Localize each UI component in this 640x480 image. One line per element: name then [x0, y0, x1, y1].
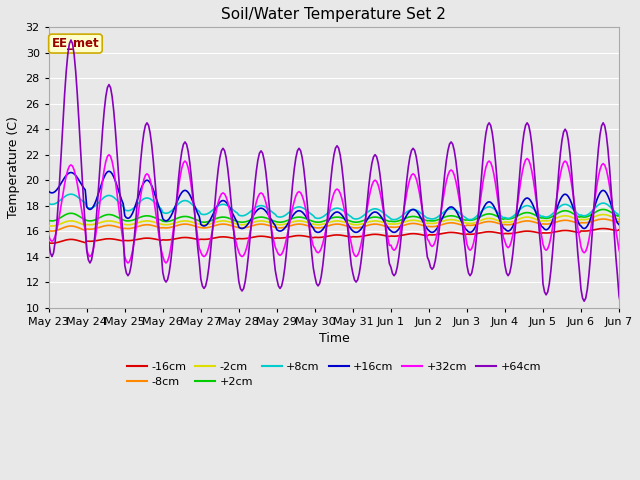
+32cm — [105, 152, 113, 157]
+8cm — [571, 208, 579, 214]
Line: -8cm: -8cm — [49, 218, 640, 231]
-8cm — [48, 228, 56, 234]
-8cm — [67, 223, 75, 229]
+2cm — [65, 211, 73, 216]
Line: -16cm: -16cm — [49, 228, 640, 243]
+8cm — [86, 205, 94, 211]
Y-axis label: Temperature (C): Temperature (C) — [7, 117, 20, 218]
+64cm — [618, 305, 626, 311]
+32cm — [45, 233, 52, 239]
+32cm — [84, 252, 92, 258]
+2cm — [45, 217, 52, 223]
-16cm — [45, 240, 52, 246]
+16cm — [314, 229, 322, 235]
-8cm — [637, 215, 640, 221]
+2cm — [358, 218, 366, 224]
+2cm — [569, 211, 577, 216]
+64cm — [358, 247, 366, 253]
X-axis label: Time: Time — [319, 332, 349, 345]
-2cm — [599, 212, 607, 217]
+2cm — [200, 219, 208, 225]
Text: EE_met: EE_met — [52, 37, 99, 50]
+8cm — [65, 192, 73, 197]
-8cm — [479, 220, 486, 226]
-8cm — [358, 224, 366, 230]
+16cm — [105, 168, 113, 174]
+64cm — [86, 260, 94, 266]
-8cm — [86, 226, 94, 232]
+16cm — [45, 189, 52, 194]
-2cm — [67, 218, 75, 224]
+64cm — [67, 37, 75, 43]
-16cm — [86, 239, 94, 244]
Line: +64cm: +64cm — [49, 40, 640, 308]
+16cm — [84, 206, 92, 212]
+8cm — [45, 201, 52, 206]
-2cm — [48, 223, 56, 229]
-16cm — [479, 229, 486, 235]
-2cm — [45, 223, 52, 228]
+64cm — [45, 239, 52, 245]
+32cm — [360, 226, 368, 231]
+2cm — [84, 218, 92, 224]
+64cm — [569, 188, 577, 193]
-2cm — [479, 217, 486, 223]
Legend: -16cm, -8cm, -2cm, +2cm, +8cm, +16cm, +32cm, +64cm: -16cm, -8cm, -2cm, +2cm, +8cm, +16cm, +3… — [122, 357, 545, 392]
+8cm — [467, 217, 474, 223]
Title: Soil/Water Temperature Set 2: Soil/Water Temperature Set 2 — [221, 7, 446, 22]
+16cm — [571, 209, 579, 215]
+16cm — [65, 170, 73, 176]
+64cm — [65, 41, 73, 47]
-2cm — [358, 221, 366, 227]
-8cm — [569, 219, 577, 225]
+64cm — [479, 158, 486, 164]
Line: +16cm: +16cm — [49, 171, 640, 232]
+8cm — [481, 206, 488, 212]
+2cm — [637, 204, 640, 210]
-16cm — [67, 237, 75, 242]
+32cm — [124, 260, 132, 266]
-8cm — [45, 228, 52, 234]
+8cm — [67, 192, 75, 197]
+16cm — [481, 204, 488, 209]
+32cm — [571, 203, 579, 208]
-16cm — [358, 233, 366, 239]
+8cm — [358, 214, 366, 219]
-16cm — [569, 228, 577, 234]
-2cm — [569, 215, 577, 221]
-16cm — [637, 225, 640, 230]
+2cm — [479, 213, 486, 218]
Line: +2cm: +2cm — [49, 207, 640, 222]
+16cm — [360, 222, 368, 228]
-2cm — [86, 222, 94, 228]
Line: +8cm: +8cm — [49, 194, 640, 220]
+32cm — [65, 163, 73, 169]
Line: -2cm: -2cm — [49, 215, 640, 226]
-16cm — [48, 240, 56, 246]
Line: +32cm: +32cm — [49, 155, 640, 263]
+32cm — [481, 171, 488, 177]
